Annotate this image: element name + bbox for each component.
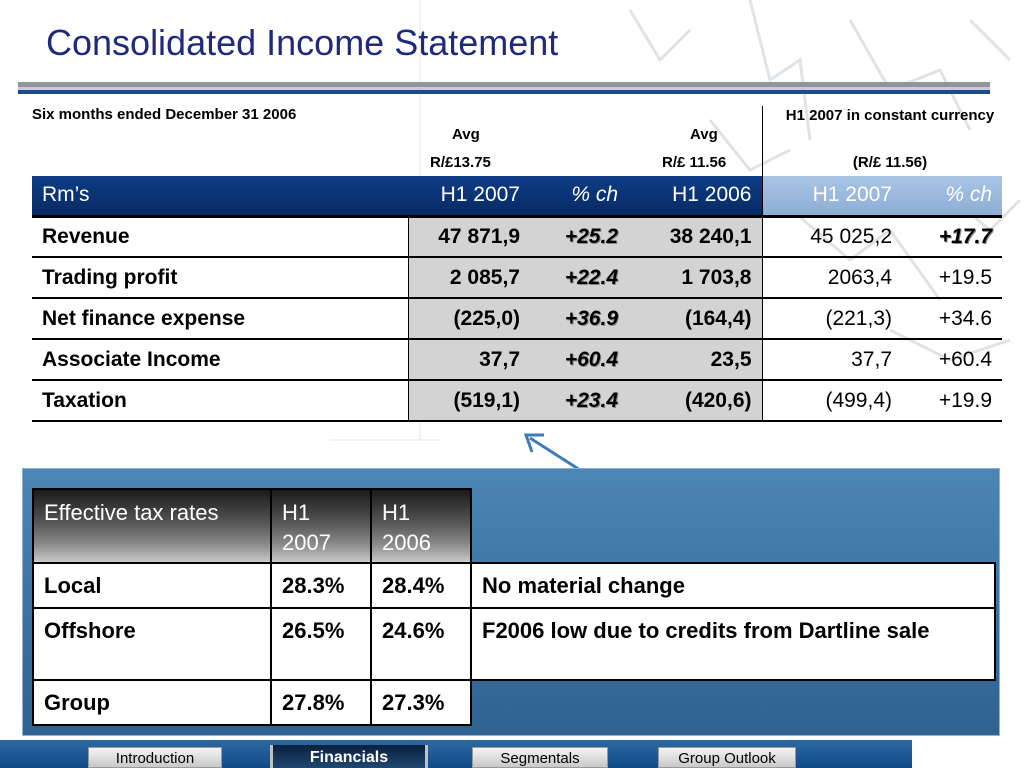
column-divider xyxy=(762,106,763,176)
value-constant: (499,4) xyxy=(762,380,902,422)
value-constant-pct: +17.7 xyxy=(902,216,1002,258)
table-row: Local 28.3% 28.4% No material change xyxy=(32,562,996,609)
value-constant: 37,7 xyxy=(762,339,902,381)
header-constant-pct-change: % ch xyxy=(902,176,1002,218)
value-h1-2007: 26.5% xyxy=(270,607,372,681)
tax-header-row: Effective tax rates H1 2007 H1 2006 xyxy=(32,488,995,564)
constant-currency-label: H1 2007 in constant currency xyxy=(785,107,995,124)
nav-financials-active[interactable]: Financials xyxy=(270,745,428,768)
row-note-empty xyxy=(471,680,995,725)
value-constant: (221,3) xyxy=(762,298,902,340)
value-h1-2006: 27.3% xyxy=(370,679,472,726)
value-h1-2006: (420,6) xyxy=(628,380,763,422)
period-label: Six months ended December 31 2006 xyxy=(32,106,297,123)
avg-label-2007: Avg xyxy=(452,126,480,143)
header-constant-h1-2007: H1 2007 xyxy=(762,176,902,218)
row-note: F2006 low due to credits from Dartline s… xyxy=(470,607,996,681)
value-constant: 2063,4 xyxy=(762,257,902,299)
table-header-row: Rm’s H1 2007 % ch H1 2006 H1 2007 % ch xyxy=(32,176,1002,218)
value-constant-pct: +19.9 xyxy=(902,380,1002,422)
header-h1-2006: H1 2006 xyxy=(370,488,472,564)
rate-2007: R/£13.75 xyxy=(430,154,491,171)
value-h1-2007: (519,1) xyxy=(407,380,530,422)
row-label: Local xyxy=(32,562,272,609)
value-h1-2006: (164,4) xyxy=(628,298,763,340)
table-row: Trading profit 2 085,7 +22.4 1 703,8 206… xyxy=(32,257,1002,299)
value-pct-change: +22.4 xyxy=(530,257,628,299)
header-h1-2006: H1 2006 xyxy=(628,176,763,218)
row-label: Net finance expense xyxy=(32,298,408,340)
table-row: Taxation (519,1) +23.4 (420,6) (499,4) +… xyxy=(32,380,1002,422)
header-h1-2007: H1 2007 xyxy=(408,176,530,218)
table-row: Offshore 26.5% 24.6% F2006 low due to cr… xyxy=(32,607,996,681)
row-note: No material change xyxy=(470,562,996,609)
value-h1-2007: 27.8% xyxy=(270,679,372,726)
pointer-arrow-icon xyxy=(523,433,581,472)
value-h1-2006: 23,5 xyxy=(628,339,763,381)
nav-segmentals[interactable]: Segmentals xyxy=(472,747,608,768)
effective-tax-rates-table: Effective tax rates H1 2007 H1 2006 Loca… xyxy=(32,488,996,726)
table-row: Group 27.8% 27.3% xyxy=(32,679,995,726)
value-h1-2006: 24.6% xyxy=(370,607,472,681)
value-h1-2007: 2 085,7 xyxy=(407,257,530,299)
value-pct-change: +23.4 xyxy=(530,380,628,422)
value-pct-change: +25.2 xyxy=(530,216,628,258)
value-h1-2007: (225,0) xyxy=(407,298,530,340)
value-h1-2006: 1 703,8 xyxy=(628,257,763,299)
row-label: Offshore xyxy=(32,607,272,681)
header-spacer xyxy=(471,489,995,563)
value-pct-change: +60.4 xyxy=(530,339,628,381)
value-pct-change: +36.9 xyxy=(530,298,628,340)
title-divider xyxy=(18,82,990,94)
nav-group-outlook[interactable]: Group Outlook xyxy=(658,747,796,768)
value-constant-pct: +60.4 xyxy=(902,339,1002,381)
row-label: Associate Income xyxy=(32,339,408,381)
income-statement-table: Rm’s H1 2007 % ch H1 2006 H1 2007 % ch R… xyxy=(32,176,1002,422)
constant-currency-rate: (R/£ 11.56) xyxy=(852,154,928,171)
row-label: Trading profit xyxy=(32,257,408,299)
row-label: Revenue xyxy=(32,216,408,258)
table-row: Net finance expense (225,0) +36.9 (164,4… xyxy=(32,298,1002,340)
row-label: Group xyxy=(32,679,272,726)
header-h1-2007: H1 2007 xyxy=(270,488,372,564)
value-h1-2006: 28.4% xyxy=(370,562,472,609)
row-label: Taxation xyxy=(32,380,408,422)
value-h1-2007: 47 871,9 xyxy=(407,216,530,258)
table-row: Associate Income 37,7 +60.4 23,5 37,7 +6… xyxy=(32,339,1002,381)
value-h1-2007: 37,7 xyxy=(407,339,530,381)
value-constant: 45 025,2 xyxy=(762,216,902,258)
table-row: Revenue 47 871,9 +25.2 38 240,1 45 025,2… xyxy=(32,216,1002,258)
rate-2006: R/£ 11.56 xyxy=(662,154,727,171)
avg-label-2006: Avg xyxy=(690,126,718,143)
slide-title: Consolidated Income Statement xyxy=(46,22,559,63)
nav-introduction[interactable]: Introduction xyxy=(88,747,222,768)
value-constant-pct: +19.5 xyxy=(902,257,1002,299)
header-pct-change: % ch xyxy=(530,176,628,218)
value-h1-2007: 28.3% xyxy=(270,562,372,609)
header-rms: Rm’s xyxy=(32,176,408,218)
value-constant-pct: +34.6 xyxy=(902,298,1002,340)
header-effective-tax-rates: Effective tax rates xyxy=(32,488,272,564)
value-h1-2006: 38 240,1 xyxy=(628,216,763,258)
